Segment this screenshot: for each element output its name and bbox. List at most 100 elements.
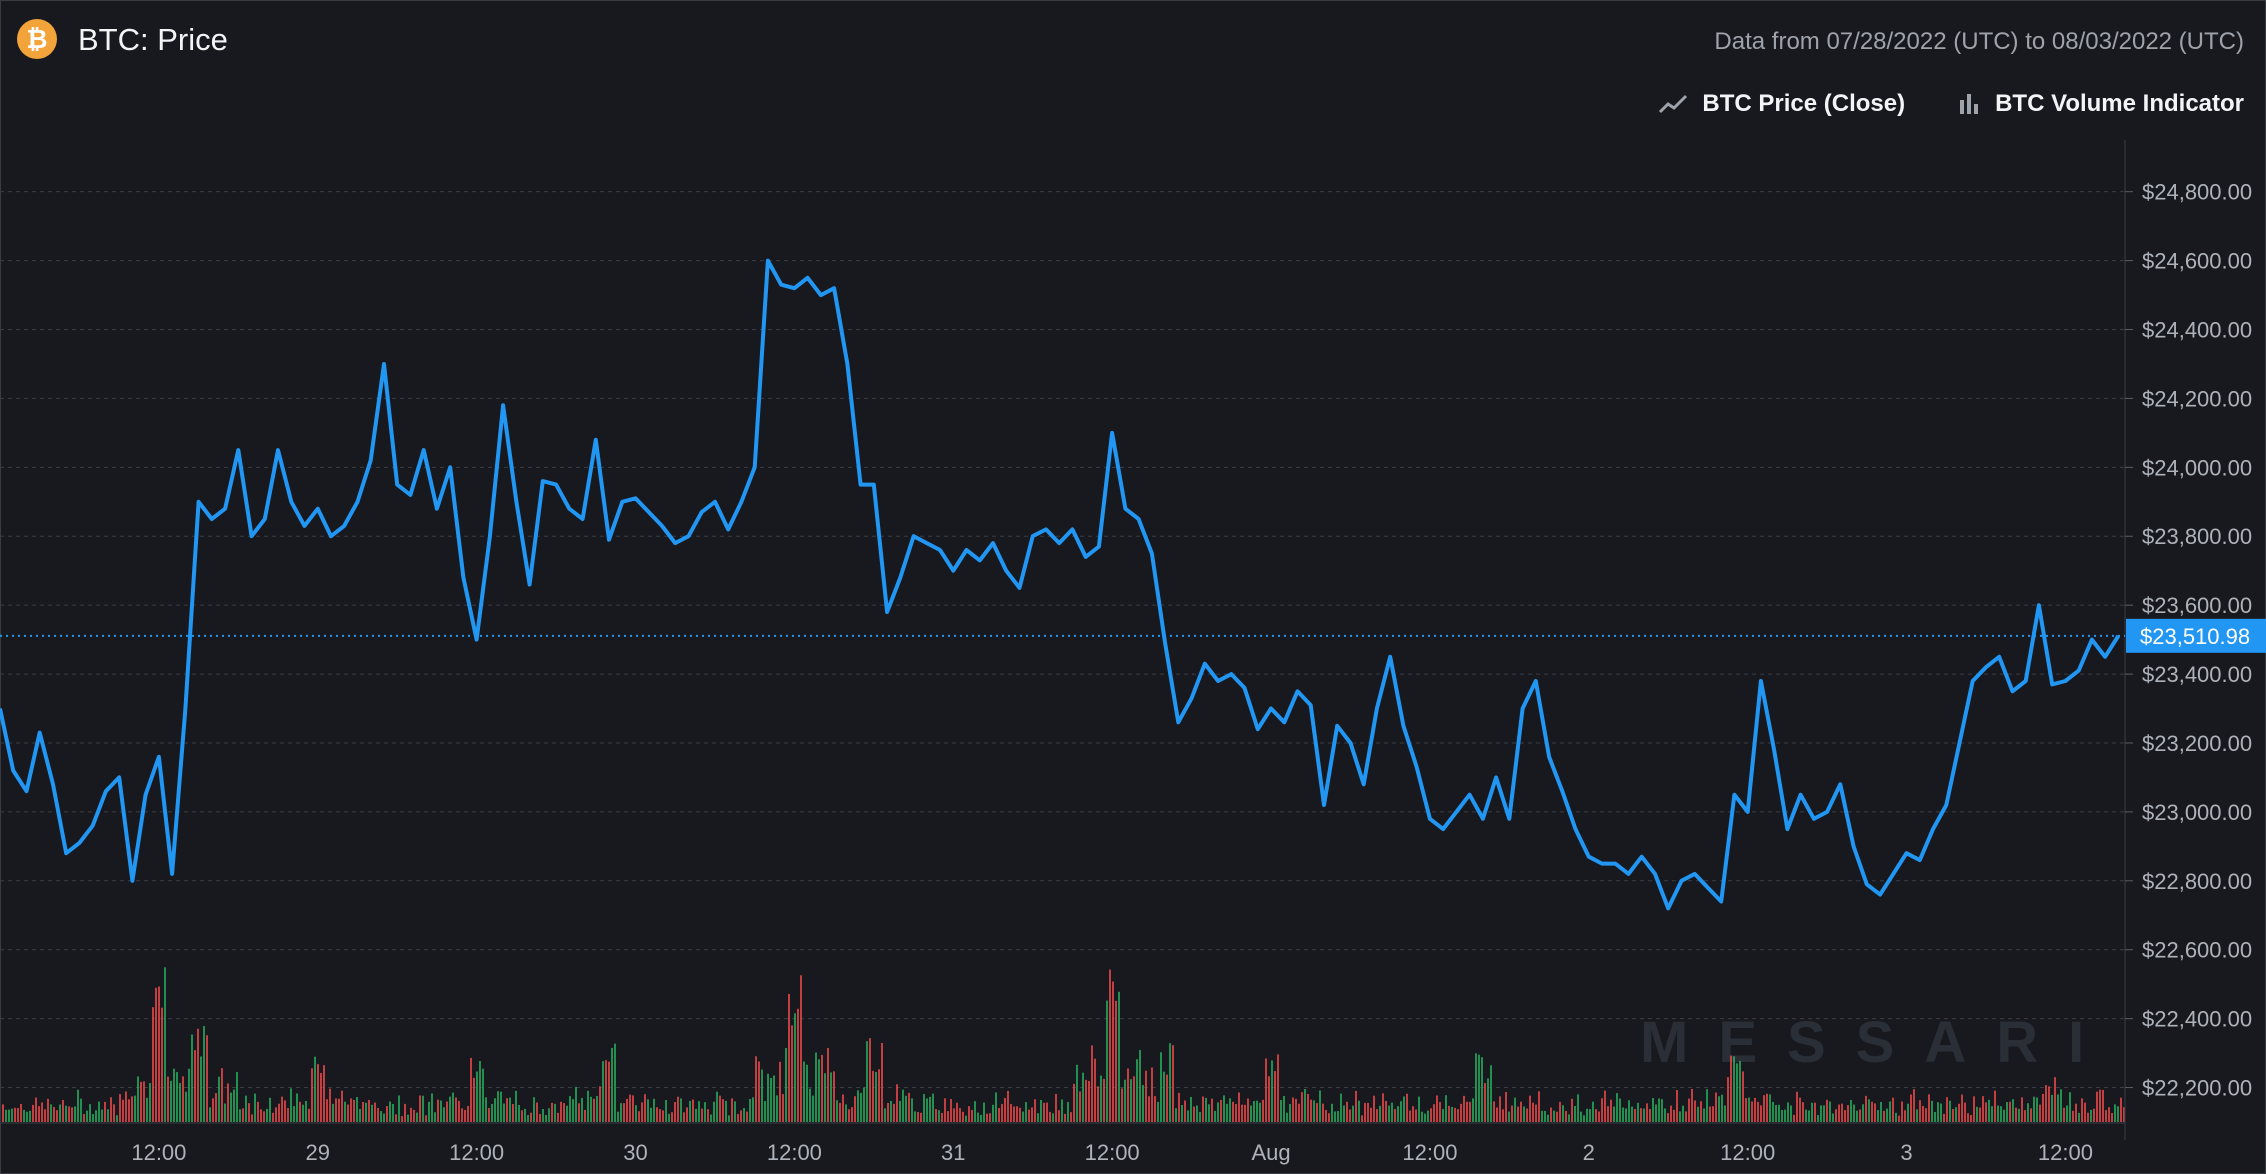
volume-bar (1082, 1072, 1084, 1122)
volume-bar (1838, 1104, 1840, 1122)
volume-bar (551, 1102, 553, 1122)
volume-bar (1166, 1074, 1168, 1122)
volume-bar (1631, 1106, 1633, 1122)
legend-item-volume[interactable]: BTC Volume Indicator (1957, 90, 2244, 118)
volume-bar (1355, 1090, 1357, 1122)
volume-bar (524, 1108, 526, 1122)
volume-bar (242, 1108, 244, 1122)
volume-bar (1301, 1092, 1303, 1122)
volume-bar (1472, 1098, 1474, 1122)
volume-bar (2117, 1106, 2119, 1122)
volume-bar (1187, 1110, 1189, 1122)
volume-bar (989, 1113, 991, 1122)
last-price-marker: $23,510.98 (0, 618, 2266, 653)
volume-bar (488, 1108, 490, 1122)
volume-bar (1952, 1109, 1954, 1122)
volume-bar (1883, 1110, 1885, 1122)
volume-bar (1130, 1079, 1132, 1122)
volume-bar (1298, 1103, 1300, 1122)
volume-bar (1415, 1109, 1417, 1122)
volume-bar (1529, 1095, 1531, 1122)
volume-bar (1250, 1105, 1252, 1122)
volume-bar (1418, 1096, 1420, 1122)
volume-bar (929, 1096, 931, 1122)
volume-bar (284, 1100, 286, 1122)
volume-bar (1964, 1102, 1966, 1122)
volume-bar (1811, 1102, 1813, 1122)
volume-bar (1622, 1107, 1624, 1122)
volume-bar (1394, 1109, 1396, 1122)
volume-bar (1736, 1063, 1738, 1122)
volume-bar (806, 1064, 808, 1122)
volume-bar (1787, 1102, 1789, 1122)
y-tick-label: $24,600.00 (2142, 249, 2252, 274)
volume-bar (1064, 1113, 1066, 1122)
volume-bar (308, 1108, 310, 1122)
volume-bar (941, 1112, 943, 1122)
volume-bar (41, 1102, 43, 1122)
volume-bar (425, 1115, 427, 1122)
volume-bar (683, 1112, 685, 1122)
volume-bar (500, 1091, 502, 1122)
volume-bar (455, 1097, 457, 1122)
volume-bar (74, 1106, 76, 1122)
volume-bar (1457, 1109, 1459, 1122)
volume-bar (1718, 1096, 1720, 1122)
volume-bar (32, 1104, 34, 1122)
volume-bar (1538, 1091, 1540, 1122)
volume-bar (470, 1057, 472, 1122)
volume-bar (1670, 1105, 1672, 1122)
volume-bar (2105, 1110, 2107, 1122)
y-tick-label: $24,800.00 (2142, 180, 2252, 205)
volume-bar (437, 1099, 439, 1122)
volume-bar (911, 1098, 913, 1122)
volume-bar (461, 1108, 463, 1122)
volume-bar (986, 1113, 988, 1122)
volume-bar (2096, 1091, 2098, 1122)
volume-bar (137, 1076, 139, 1122)
volume-bar (1247, 1098, 1249, 1122)
volume-bar (605, 1060, 607, 1122)
volume-bar (1613, 1106, 1615, 1122)
volume-bar (1580, 1111, 1582, 1122)
volume-bar (1874, 1103, 1876, 1122)
volume-bar (704, 1102, 706, 1122)
volume-bar (1733, 1056, 1735, 1122)
volume-bar (962, 1111, 964, 1122)
volume-bar (1697, 1106, 1699, 1122)
volume-bar (1148, 1096, 1150, 1122)
volume-bar (1142, 1085, 1144, 1122)
volume-bar (119, 1094, 121, 1122)
x-tick-label: 29 (306, 1140, 330, 1165)
volume-bar (245, 1095, 247, 1122)
volume-bar (398, 1095, 400, 1122)
volume-bar (35, 1097, 37, 1122)
volume-bar (617, 1111, 619, 1122)
volume-bar (752, 1097, 754, 1122)
volume-bar (353, 1099, 355, 1122)
volume-bar (1592, 1101, 1594, 1122)
volume-bar (1001, 1104, 1003, 1122)
volume-bar (1499, 1096, 1501, 1122)
volume-bar (80, 1098, 82, 1122)
volume-bar (1706, 1089, 1708, 1122)
volume-bar (311, 1068, 313, 1122)
legend-item-price[interactable]: BTC Price (Close) (1658, 90, 1905, 118)
volume-bar (2090, 1109, 2092, 1122)
volume-bar (200, 1056, 202, 1122)
volume-bar (1790, 1105, 1792, 1122)
volume-bar (1619, 1098, 1621, 1122)
volume-bar (1880, 1101, 1882, 1122)
volume-bar (1775, 1104, 1777, 1122)
volume-bar (680, 1098, 682, 1122)
volume-bar (896, 1084, 898, 1122)
volume-bar (893, 1103, 895, 1122)
volume-bar (290, 1088, 292, 1122)
volume-bar (1601, 1098, 1603, 1122)
volume-bar (545, 1114, 547, 1122)
volume-bar (2060, 1089, 2062, 1122)
volume-bar (548, 1108, 550, 1122)
volume-bar (908, 1092, 910, 1122)
volume-bar (110, 1097, 112, 1122)
